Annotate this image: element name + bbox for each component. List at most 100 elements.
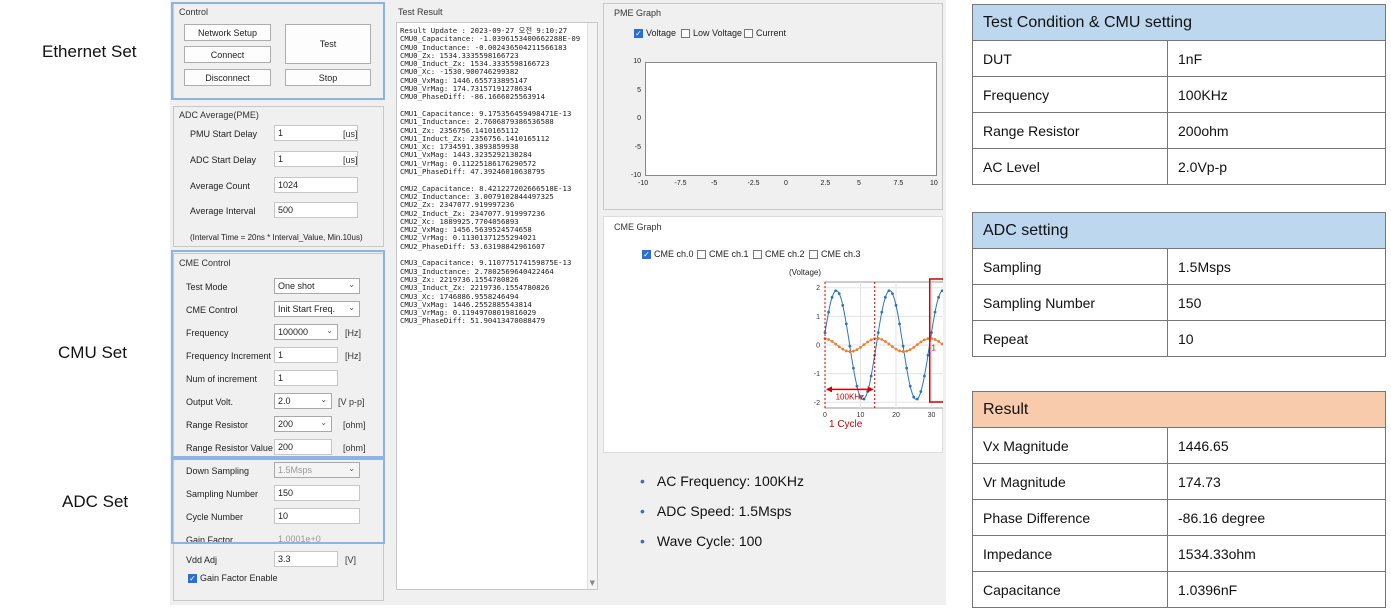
series-vr-point	[855, 348, 859, 352]
cme-ch2-label: CME ch.2	[765, 249, 805, 259]
table-cell: 1.0396nF	[1167, 571, 1386, 608]
low-voltage-checkbox[interactable]: Low Voltage	[681, 28, 742, 38]
cme-ch2-checkbox[interactable]: CME ch.2	[753, 249, 805, 259]
pme-y-tick: 5	[637, 86, 641, 94]
output-volt-value: 2.0	[278, 396, 291, 406]
test-condition-table: Test Condition & CMU setting DUT 1nF Freq…	[972, 4, 1386, 185]
series-vr-point	[827, 338, 830, 341]
series-vr-point	[901, 350, 905, 353]
series-vx-point	[912, 395, 916, 399]
output-volt-unit: [V p-p]	[338, 397, 365, 407]
chevron-down-icon: ⌄	[348, 303, 355, 312]
cme-ch3-checkbox[interactable]: CME ch.3	[809, 249, 861, 259]
series-vx-point	[926, 353, 930, 357]
cme-ch0-checkbox[interactable]: ✓ CME ch.0	[642, 249, 694, 259]
average-count-input[interactable]: 1024	[274, 177, 358, 193]
pme-x-tick: -10	[638, 180, 649, 187]
table-cell: Impedance	[972, 535, 1168, 572]
frequency-select[interactable]: 100000 ⌄	[274, 324, 338, 340]
cme-control-select[interactable]: Init Start Freq. ⌄	[274, 301, 360, 317]
series-vx-point	[919, 390, 923, 393]
frequency-increment-input[interactable]: 1	[274, 347, 338, 363]
series-vx-point	[841, 303, 845, 307]
current-checkbox[interactable]: Current	[744, 28, 786, 38]
table-row: Frequency 100KHz	[972, 76, 1386, 113]
series-vr-point	[869, 338, 873, 342]
table-row: AC Level 2.0Vp-p	[972, 148, 1386, 185]
num-increment-input[interactable]: 1	[274, 370, 338, 386]
bullet-wave-cycle: • Wave Cycle: 100	[640, 533, 762, 549]
average-interval-label: Average Interval	[190, 206, 256, 216]
cme-control-title: CME Control	[179, 258, 231, 268]
cycle-number-input[interactable]: 10	[274, 508, 360, 524]
series-vx-point	[891, 292, 894, 296]
cme-control-label: CME Control	[186, 305, 238, 315]
series-vx-point	[859, 395, 862, 399]
series-vr-point	[937, 340, 940, 343]
series-vr-point	[940, 342, 943, 346]
table-cell: -86.16 degree	[1167, 499, 1386, 536]
output-volt-select[interactable]: 2.0 ⌄	[274, 393, 332, 409]
series-vx-point	[933, 310, 937, 314]
range-resistor-select[interactable]: 200 ⌄	[274, 416, 332, 432]
average-count-label: Average Count	[190, 181, 250, 191]
series-vx-point	[834, 289, 838, 293]
pme-x-tick: -2.5	[747, 180, 760, 187]
adc-setting-title: ADC setting	[972, 212, 1386, 249]
series-vr-point	[912, 345, 916, 349]
table-row: Range Resistor 200ohm	[972, 112, 1386, 149]
chevron-down-icon: ⌄	[348, 280, 355, 289]
chevron-down-icon: ⌄	[326, 326, 333, 335]
table-cell: 1534.33ohm	[1167, 535, 1386, 572]
scroll-down-icon[interactable]: ▼	[589, 579, 595, 587]
test-mode-select[interactable]: One shot ⌄	[274, 278, 360, 294]
series-vx-point	[880, 310, 884, 314]
table-cell: Vr Magnitude	[972, 463, 1168, 500]
cmu-set-label: CMU Set	[58, 343, 127, 362]
table-cell: Frequency	[972, 76, 1168, 113]
annotation-100khz: 100KHz	[836, 392, 864, 401]
table-cell: 10	[1167, 320, 1386, 357]
gain-factor-value: 1.0001e+0	[274, 531, 360, 547]
adc-start-delay-input[interactable]: 1	[274, 151, 358, 167]
series-vx-point	[844, 322, 848, 326]
test-button[interactable]: Test	[285, 24, 371, 64]
pme-x-tick: 0	[784, 180, 788, 187]
table-cell: 1nF	[1167, 40, 1386, 77]
pmu-start-delay-input[interactable]: 1	[274, 125, 358, 141]
connect-button[interactable]: Connect	[184, 46, 271, 63]
sampling-number-input[interactable]: 150	[274, 485, 360, 501]
series-vx-point	[837, 292, 841, 296]
series-vx-point	[894, 303, 898, 307]
pme-y-tick: 10	[633, 58, 641, 65]
down-sampling-select[interactable]: 1.5Msps ⌄	[274, 462, 360, 478]
table-cell: AC Level	[972, 148, 1168, 185]
series-vx-point	[876, 331, 880, 335]
series-vr-point	[883, 340, 887, 343]
cme-ch0-label: CME ch.0	[654, 249, 694, 259]
series-vr-point	[834, 342, 838, 346]
table-row: Sampling 1.5Msps	[972, 248, 1386, 285]
cme-ch1-checkbox[interactable]: CME ch.1	[697, 249, 749, 259]
voltage-checkbox[interactable]: ✓ Voltage	[634, 28, 676, 38]
table-cell: 100KHz	[1167, 76, 1386, 113]
test-result-textbox[interactable]: Result Update : 2023-09-27 오전 9:10:27 CM…	[396, 22, 598, 590]
bullet-dot: •	[640, 503, 645, 519]
vdd-adj-input[interactable]: 3.3	[274, 551, 338, 567]
y-tick-label: 0	[816, 343, 820, 350]
table-cell: 200ohm	[1167, 112, 1386, 149]
average-interval-input[interactable]: 500	[274, 202, 358, 218]
gain-factor-enable-label: Gain Factor Enable	[200, 573, 278, 583]
result-scrollbar[interactable]	[587, 23, 597, 589]
disconnect-button[interactable]: Disconnect	[184, 69, 271, 86]
range-resistor-value-input[interactable]: 200	[274, 439, 332, 455]
table-row: Capacitance 1.0396nF	[972, 571, 1386, 608]
gain-factor-enable-checkbox[interactable]: ✓ Gain Factor Enable	[188, 573, 278, 583]
table-cell: 1446.65	[1167, 427, 1386, 464]
network-setup-button[interactable]: Network Setup	[184, 24, 271, 41]
stop-button[interactable]: Stop	[285, 69, 371, 86]
cme-control-value: Init Start Freq.	[278, 304, 336, 314]
series-vr-point	[852, 349, 855, 353]
low-voltage-label: Low Voltage	[693, 28, 743, 38]
bullet-adc-speed: • ADC Speed: 1.5Msps	[640, 503, 792, 519]
